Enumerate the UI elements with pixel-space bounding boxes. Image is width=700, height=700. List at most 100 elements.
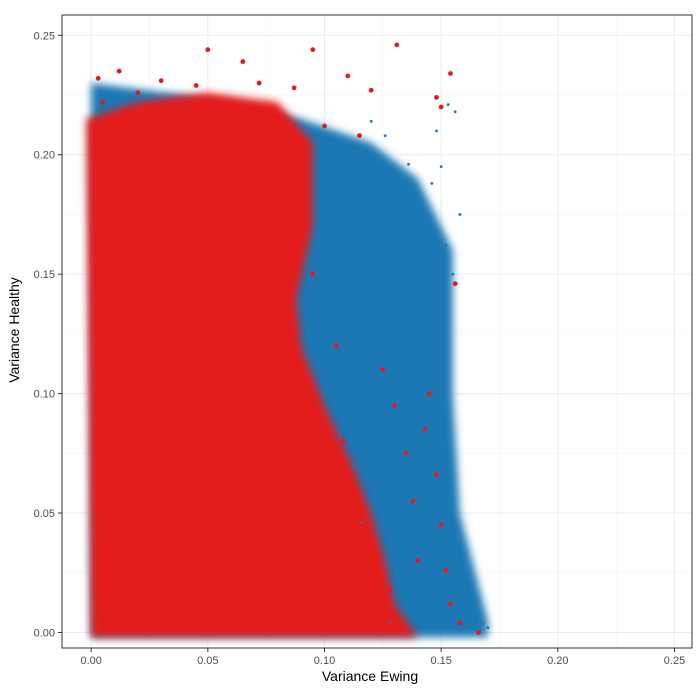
blue-point (435, 296, 438, 300)
red-point (322, 123, 327, 129)
blue-point (318, 308, 322, 312)
y-tick-label: 0.00 (34, 627, 55, 639)
red-point (193, 83, 199, 88)
blue-point (397, 272, 401, 276)
blue-point (383, 134, 387, 138)
blue-point (397, 435, 401, 439)
red-point (252, 140, 257, 146)
blue-point (351, 463, 354, 467)
red-point (256, 80, 262, 86)
red-point (135, 558, 141, 564)
red-point (205, 618, 211, 623)
red-point (368, 87, 374, 93)
blue-point (416, 253, 420, 257)
x-tick-label: 0.25 (664, 655, 685, 667)
density-fields (86, 83, 488, 638)
red-point (205, 558, 211, 564)
red-point (135, 90, 141, 96)
blue-point (393, 511, 396, 515)
red-point (438, 522, 444, 528)
blue-point (444, 492, 448, 496)
blue-point (451, 607, 455, 610)
red-point (252, 582, 257, 588)
red-point (158, 510, 164, 516)
blue-point (388, 296, 392, 300)
red-point (438, 104, 444, 110)
red-density-region (86, 92, 418, 638)
red-point (193, 247, 199, 253)
red-point (333, 343, 339, 349)
red-point (116, 486, 122, 492)
blue-point (439, 165, 443, 169)
red-point (345, 618, 351, 623)
x-tick-label: 0.00 (80, 655, 101, 667)
panel-border (61, 14, 693, 649)
blue-point (337, 332, 340, 336)
blue-point (430, 182, 434, 185)
blue-point (341, 213, 345, 216)
red-point (147, 223, 152, 229)
blue-point (439, 588, 443, 591)
blue-point (309, 284, 312, 288)
blue-point (458, 213, 462, 216)
red-point (102, 271, 108, 277)
red-point (422, 427, 428, 432)
blue-point (369, 119, 373, 123)
blue-point (486, 626, 490, 630)
red-point (240, 59, 246, 64)
red-point (427, 391, 432, 397)
red-point (410, 498, 416, 504)
blue-point (430, 554, 434, 558)
blue-point (439, 463, 443, 467)
red-point (217, 152, 222, 158)
blue-point (388, 473, 392, 477)
red-point (263, 486, 269, 492)
blue-point (365, 291, 368, 295)
red-point (350, 486, 355, 492)
red-point (403, 450, 409, 456)
blue-point (451, 272, 455, 276)
red-point (112, 152, 117, 158)
red-point (240, 295, 246, 301)
red-point (476, 630, 481, 635)
blue-point (425, 277, 429, 281)
red-point (228, 106, 234, 112)
red-point (158, 606, 164, 611)
red-point (158, 78, 164, 84)
x-tick-label: 0.10 (314, 655, 335, 667)
red-point (182, 391, 187, 397)
blue-point (404, 602, 408, 606)
y-tick-label: 0.15 (34, 269, 55, 281)
y-tick-label: 0.05 (34, 508, 55, 520)
blue-point (435, 129, 438, 133)
blue-point (313, 224, 317, 228)
blue-point (421, 611, 424, 615)
blue-point (411, 559, 415, 563)
red-point (170, 140, 176, 146)
red-point (340, 438, 346, 444)
blue-point (381, 315, 385, 319)
red-point (123, 109, 129, 115)
red-point (364, 534, 369, 540)
blue-point (332, 368, 336, 372)
blue-point (388, 621, 392, 625)
red-point (434, 95, 439, 100)
blue-point (416, 583, 420, 587)
red-point (182, 118, 187, 124)
red-point (287, 152, 292, 158)
blue-point (358, 444, 361, 448)
red-point (357, 133, 362, 139)
blue-point (453, 110, 457, 114)
blue-point (439, 325, 443, 329)
blue-point (323, 189, 326, 192)
red-point (275, 343, 281, 349)
blue-point (428, 349, 431, 353)
blue-point (404, 236, 408, 240)
red-point (98, 200, 103, 205)
red-point (434, 472, 439, 478)
y-tick-label: 0.20 (34, 150, 55, 162)
x-tick-label: 0.05 (197, 655, 218, 667)
blue-point (458, 628, 462, 632)
red-point (392, 403, 397, 408)
